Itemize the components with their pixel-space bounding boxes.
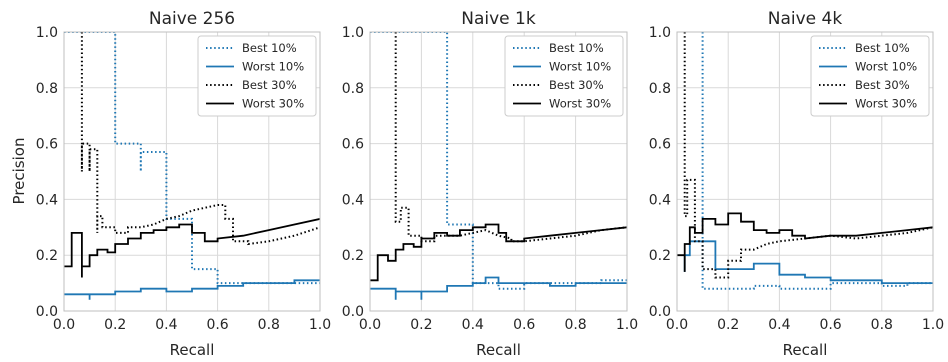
legend-box (197, 35, 317, 117)
y-tick-label: 0.4 (36, 192, 58, 208)
legend-label: Best 10% (242, 41, 297, 55)
x-tick-label: 0.4 (155, 317, 177, 333)
x-tick-label: 0.6 (819, 317, 841, 333)
legend-label: Worst 10% (855, 60, 917, 74)
x-tick-label: 0.8 (564, 317, 586, 333)
x-tick-label: 0.4 (462, 317, 484, 333)
legend: Best 10% Worst 10% Best 30% Worst 30% (197, 35, 317, 117)
y-tick-label: 0.0 (649, 304, 671, 320)
y-tick-label: 0.2 (342, 248, 364, 264)
y-tick-label: 0.6 (342, 137, 364, 153)
series-line-worst-30- (677, 212, 933, 272)
x-axis-label: Recall (170, 341, 215, 359)
legend-label: Worst 30% (549, 97, 611, 111)
series-line-worst-10- (64, 279, 320, 300)
chart-panel-3: 0.0 0.2 0.4 0.6 0.8 1.0 0.0 0.2 0.4 0.6 0.8 1.0 Naiv… (649, 9, 944, 359)
legend-label: Worst 30% (242, 97, 304, 111)
chart-title: Naive 4k (768, 9, 843, 29)
series-group (677, 32, 933, 290)
legend-label: Best 10% (855, 41, 910, 55)
x-tick-label: 0.2 (410, 317, 432, 333)
series-line-worst-10- (370, 276, 627, 300)
y-tick-label: 1.0 (36, 25, 58, 41)
x-tick-label: 0.8 (871, 317, 893, 333)
legend-label: Worst 30% (855, 97, 917, 111)
x-axis-label: Recall (476, 341, 521, 359)
y-tick-label: 0.4 (342, 192, 364, 208)
chart-title: Naive 256 (149, 9, 235, 29)
y-tick-label: 0.8 (342, 81, 364, 97)
series-line-best-30- (80, 32, 320, 246)
series-group (370, 32, 627, 300)
plot-frame (63, 31, 321, 312)
y-tick-label: 0.4 (649, 192, 671, 208)
y-tick-label: 0.2 (649, 248, 671, 264)
legend-box (810, 35, 930, 117)
y-tick-label: 0.0 (342, 304, 364, 320)
x-tick-label: 0.6 (206, 317, 228, 333)
series-line-best-10- (370, 32, 627, 290)
x-tick-label: 0.0 (666, 317, 688, 333)
y-tick-label: 1.0 (649, 25, 671, 41)
y-tick-label: 0.6 (36, 137, 58, 153)
y-tick-label: 0.2 (36, 248, 58, 264)
y-tick-label: 1.0 (342, 25, 364, 41)
chart-title: Naive 1k (461, 9, 536, 29)
chart-panel-1: 0.0 0.2 0.4 0.6 0.8 1.0 0.0 0.2 0.4 0.6 0.8 1.0 Naiv… (36, 9, 331, 359)
x-tick-label: 0.4 (768, 317, 790, 333)
legend-label: Best 30% (242, 78, 297, 92)
x-tick-label: 0.2 (104, 317, 126, 333)
x-tick-label: 1.0 (922, 317, 944, 333)
series-line-worst-30- (370, 223, 627, 282)
chart-panel-2: 0.0 0.2 0.4 0.6 0.8 1.0 0.0 0.2 0.4 0.6 0.8 1.0 Naiv… (342, 9, 638, 359)
x-tick-label: 0.0 (359, 317, 381, 333)
plot-frame (369, 31, 628, 312)
x-tick-label: 1.0 (309, 317, 331, 333)
y-tick-label: 0.0 (36, 304, 58, 320)
x-tick-label: 0.6 (513, 317, 535, 333)
legend: Best 10% Worst 10% Best 30% Worst 30% (810, 35, 930, 117)
x-tick-label: 1.0 (616, 317, 638, 333)
series-line-worst-10- (683, 240, 933, 284)
x-tick-label: 0.8 (258, 317, 280, 333)
legend-label: Best 30% (855, 78, 910, 92)
plot-frame (676, 31, 934, 312)
y-tick-label: 0.8 (36, 81, 58, 97)
x-tick-label: 0.2 (717, 317, 739, 333)
x-axis-label: Recall (783, 341, 828, 359)
series-line-worst-30- (64, 218, 320, 278)
legend-label: Worst 10% (242, 60, 304, 74)
y-tick-label: 0.6 (649, 137, 671, 153)
legend: Best 10% Worst 10% Best 30% Worst 30% (504, 35, 624, 117)
legend-box (504, 35, 624, 117)
series-group (64, 32, 320, 300)
legend-label: Best 30% (549, 78, 604, 92)
legend-label: Best 10% (549, 41, 604, 55)
y-axis-label: Precision (10, 138, 28, 205)
x-tick-label: 0.0 (53, 317, 75, 333)
y-tick-label: 0.8 (649, 81, 671, 97)
series-line-best-30- (683, 32, 933, 279)
legend-label: Worst 10% (549, 60, 611, 74)
